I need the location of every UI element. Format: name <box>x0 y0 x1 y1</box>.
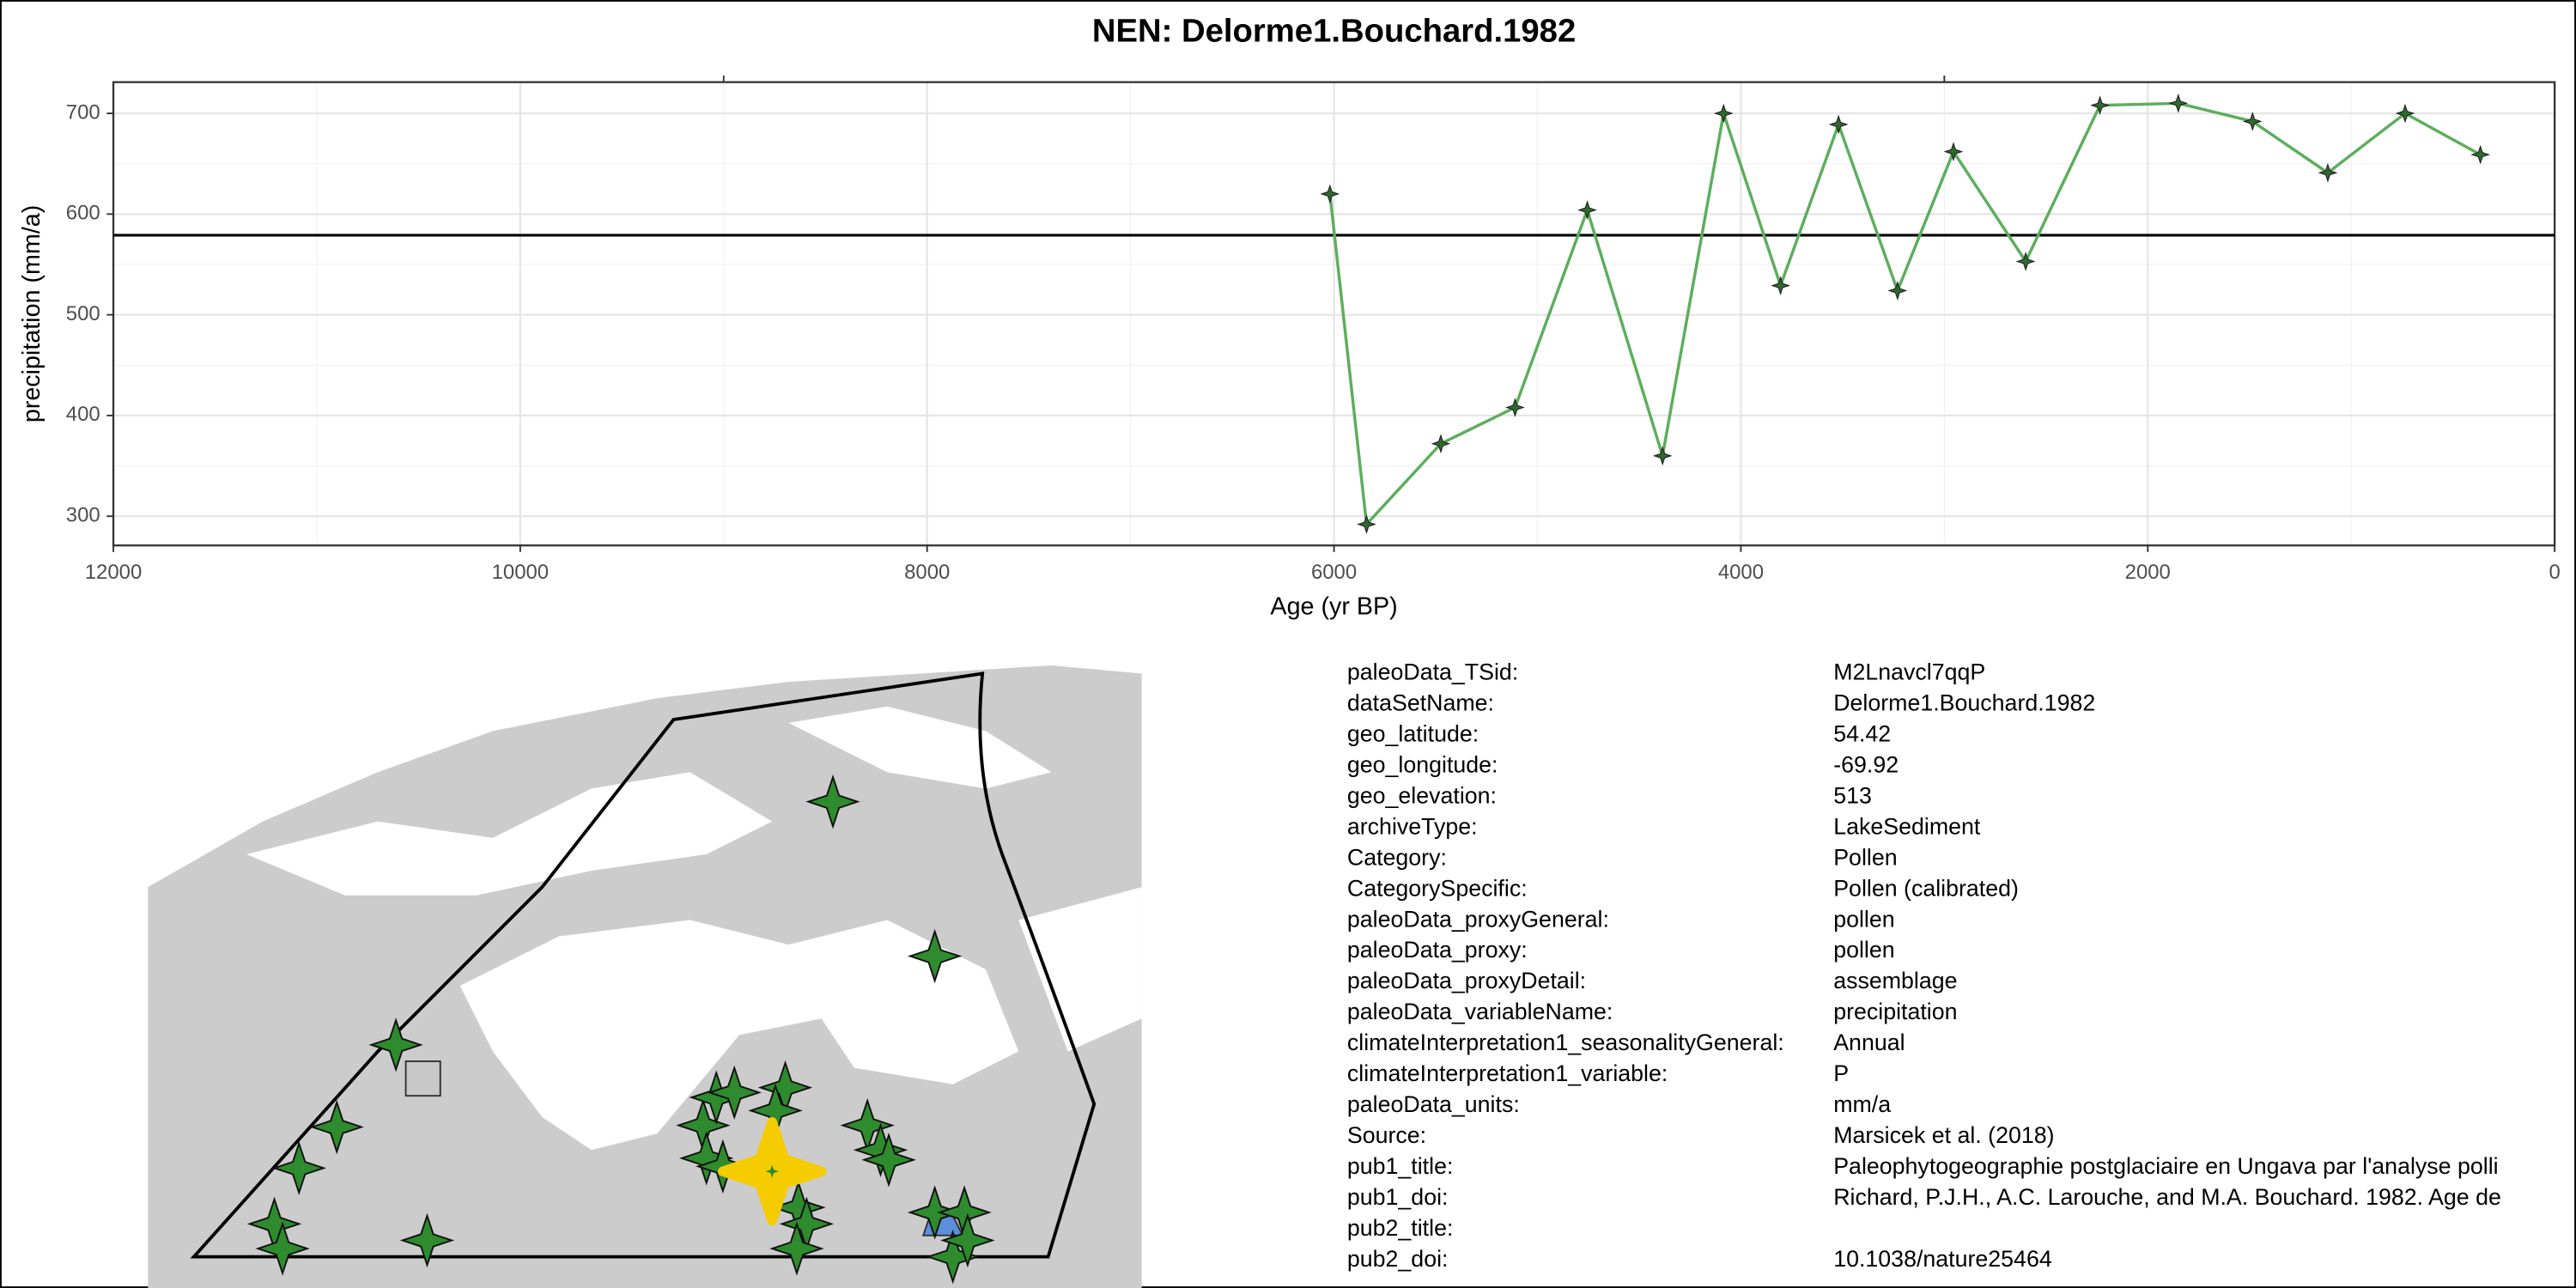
water <box>246 772 773 896</box>
water <box>459 920 1019 1151</box>
site-star <box>309 1099 364 1155</box>
meta-key: Source: <box>1347 1122 1426 1148</box>
y-tick-label: 300 <box>66 504 100 527</box>
y-tick-label: 600 <box>66 202 100 225</box>
meta-key: geo_longitude: <box>1347 751 1498 777</box>
data-point <box>1943 142 1964 161</box>
meta-key: pub2_title: <box>1347 1215 1454 1241</box>
meta-key: pub2_doi: <box>1347 1246 1449 1272</box>
meta-key: paleoData_units: <box>1347 1091 1520 1117</box>
site-star <box>907 928 963 984</box>
site-star <box>255 1221 310 1276</box>
chart-title: NEN: Delorme1.Bouchard.1982 <box>1092 12 1576 49</box>
x-tick-label: 4000 <box>1718 561 1764 584</box>
data-point <box>1887 281 1908 301</box>
meta-value: 10.1038/nature25464 <box>1833 1246 2052 1272</box>
meta-value: M2Lnavcl7qqP <box>1833 659 1985 685</box>
x-tick-label: 8000 <box>904 561 950 584</box>
meta-key: paleoData_TSid: <box>1347 659 1518 685</box>
site-star <box>769 1221 824 1276</box>
meta-key: CategorySpecific: <box>1347 875 1528 901</box>
y-tick-label: 500 <box>66 302 100 325</box>
meta-value: Delorme1.Bouchard.1982 <box>1833 690 2095 715</box>
meta-key: pub1_title: <box>1347 1153 1454 1179</box>
y-axis-label: precipitation (mm/a) <box>18 205 46 422</box>
meta-value: Paleophytogeographie postglaciaire en Un… <box>1833 1153 2498 1179</box>
meta-value: Pollen (calibrated) <box>1833 875 2019 901</box>
meta-key: archiveType: <box>1347 813 1478 839</box>
data-point <box>1713 103 1734 124</box>
meta-value: LakeSediment <box>1833 813 1981 839</box>
data-point <box>2318 162 2338 183</box>
data-point <box>1505 398 1525 417</box>
meta-value: -69.92 <box>1833 751 1899 777</box>
data-point <box>2090 95 2110 116</box>
data-point <box>1577 200 1597 221</box>
map <box>148 665 1142 1288</box>
x-tick-label: 0 <box>2549 561 2560 584</box>
meta-key: paleoData_proxyGeneral: <box>1347 906 1609 932</box>
x-tick-label: 10000 <box>492 561 549 584</box>
meta-value: 513 <box>1833 782 1872 808</box>
meta-key: pub1_doi: <box>1347 1184 1449 1210</box>
water <box>788 706 1052 789</box>
data-point <box>1320 184 1340 204</box>
site-star <box>861 1133 916 1188</box>
data-point <box>1652 446 1673 466</box>
site-star <box>399 1212 455 1268</box>
data-point <box>1828 114 1849 135</box>
x-tick-label: 2000 <box>2125 561 2171 584</box>
meta-key: geo_elevation: <box>1347 782 1497 808</box>
meta-value: pollen <box>1833 906 1894 932</box>
meta-key: climateInterpretation1_variable: <box>1347 1060 1668 1086</box>
meta-value: pollen <box>1833 937 1894 963</box>
water <box>1018 887 1142 1052</box>
y-tick-label: 400 <box>66 403 100 426</box>
site-star <box>368 1018 423 1072</box>
meta-value: Annual <box>1833 1030 1905 1055</box>
meta-value: Marsicek et al. (2018) <box>1833 1122 2054 1148</box>
selected-site-center <box>765 1164 779 1178</box>
site-star <box>707 1065 762 1121</box>
meta-key: Category: <box>1347 844 1447 870</box>
x-tick-label: 12000 <box>85 561 142 584</box>
data-point <box>2395 103 2415 124</box>
data-point <box>2015 252 2036 271</box>
site-square <box>404 1060 441 1097</box>
data-point <box>2242 112 2263 131</box>
data-point <box>1771 276 1790 295</box>
meta-key: paleoData_proxy: <box>1347 937 1528 963</box>
x-tick-label: 6000 <box>1311 561 1357 584</box>
site-star <box>805 774 860 829</box>
meta-value: precipitation <box>1833 999 1957 1024</box>
meta-value: assemblage <box>1833 968 1957 993</box>
data-point <box>2168 93 2189 113</box>
meta-value: P <box>1833 1060 1849 1086</box>
meta-value: 54.42 <box>1833 720 1891 746</box>
data-point <box>1431 434 1451 454</box>
meta-key: paleoData_proxyDetail: <box>1347 968 1586 993</box>
region-outline <box>190 671 1097 1259</box>
data-point <box>1357 514 1376 534</box>
y-tick-label: 700 <box>66 100 100 124</box>
meta-value: mm/a <box>1833 1091 1891 1117</box>
meta-key: dataSetName: <box>1347 690 1494 715</box>
meta-key: paleoData_variableName: <box>1347 999 1613 1024</box>
data-point <box>2470 144 2491 165</box>
data-line <box>1328 101 2482 528</box>
meta-value: Richard, P.J.H., A.C. Larouche, and M.A.… <box>1833 1184 2501 1210</box>
x-axis-label: Age (yr BP) <box>1270 592 1397 620</box>
meta-key: geo_latitude: <box>1347 720 1479 746</box>
meta-value: Pollen <box>1833 844 1897 870</box>
plot-border <box>112 81 2556 547</box>
meta-key: climateInterpretation1_seasonalityGenera… <box>1347 1030 1784 1055</box>
site-star <box>907 1185 963 1240</box>
site-star <box>271 1140 326 1196</box>
site-star <box>940 1212 995 1268</box>
